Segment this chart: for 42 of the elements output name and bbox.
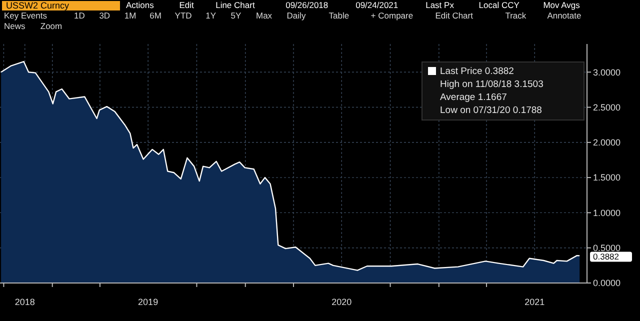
- text: Edit: [179, 0, 194, 10]
- text: Last Px: [426, 0, 455, 10]
- y-tick-label: 0.0000: [593, 278, 621, 288]
- data-label: 0.3882: [593, 252, 620, 262]
- text: YTD: [174, 10, 192, 20]
- text: 1D: [74, 10, 85, 20]
- y-tick-label: 3.0000: [593, 67, 621, 78]
- text: 1Y: [206, 10, 216, 20]
- text: Mov Avgs: [543, 0, 580, 10]
- chart-title: USSW2 Curncy: [6, 0, 70, 10]
- text: Actions: [126, 0, 154, 10]
- annotation: Average 1.1667: [440, 92, 507, 103]
- x-tick-label: 2020: [332, 297, 352, 307]
- text: News: [4, 21, 26, 31]
- x-tick-label: 2018: [14, 297, 35, 307]
- annotation: High on 11/08/18 3.1503: [440, 79, 544, 90]
- text: + Compare: [370, 10, 414, 20]
- y-tick-label: 1.5000: [593, 172, 621, 183]
- annotation: Last Price 0.3882: [440, 66, 514, 77]
- text: Table: [328, 10, 350, 20]
- text: Key Events: [4, 10, 47, 20]
- y-tick-label: 1.0000: [593, 208, 621, 218]
- y-tick-label: 2.0000: [593, 138, 621, 148]
- y-tick-label: 2.5000: [593, 102, 621, 112]
- text: Daily: [286, 10, 306, 20]
- text: 5Y: [230, 10, 242, 20]
- text: Zoom: [40, 21, 62, 31]
- x-tick-label: 2019: [138, 297, 158, 307]
- x-tick-label: 2021: [524, 297, 545, 307]
- text: 09/24/2021: [356, 0, 398, 10]
- y-tick-label: 0.5000: [593, 243, 621, 254]
- text: 1M: [124, 10, 136, 20]
- text: 6M: [150, 10, 162, 20]
- text: Edit Chart: [435, 10, 474, 20]
- text: Max: [256, 10, 273, 20]
- text: 3D: [99, 10, 110, 20]
- text: Line Chart: [216, 0, 256, 10]
- annotation: Low on 07/31/20 0.1788: [440, 105, 542, 116]
- text: Annotate: [547, 10, 582, 20]
- text: 09/26/2018: [286, 0, 328, 10]
- text: Local CCY: [478, 0, 520, 10]
- text: Track: [505, 10, 527, 20]
